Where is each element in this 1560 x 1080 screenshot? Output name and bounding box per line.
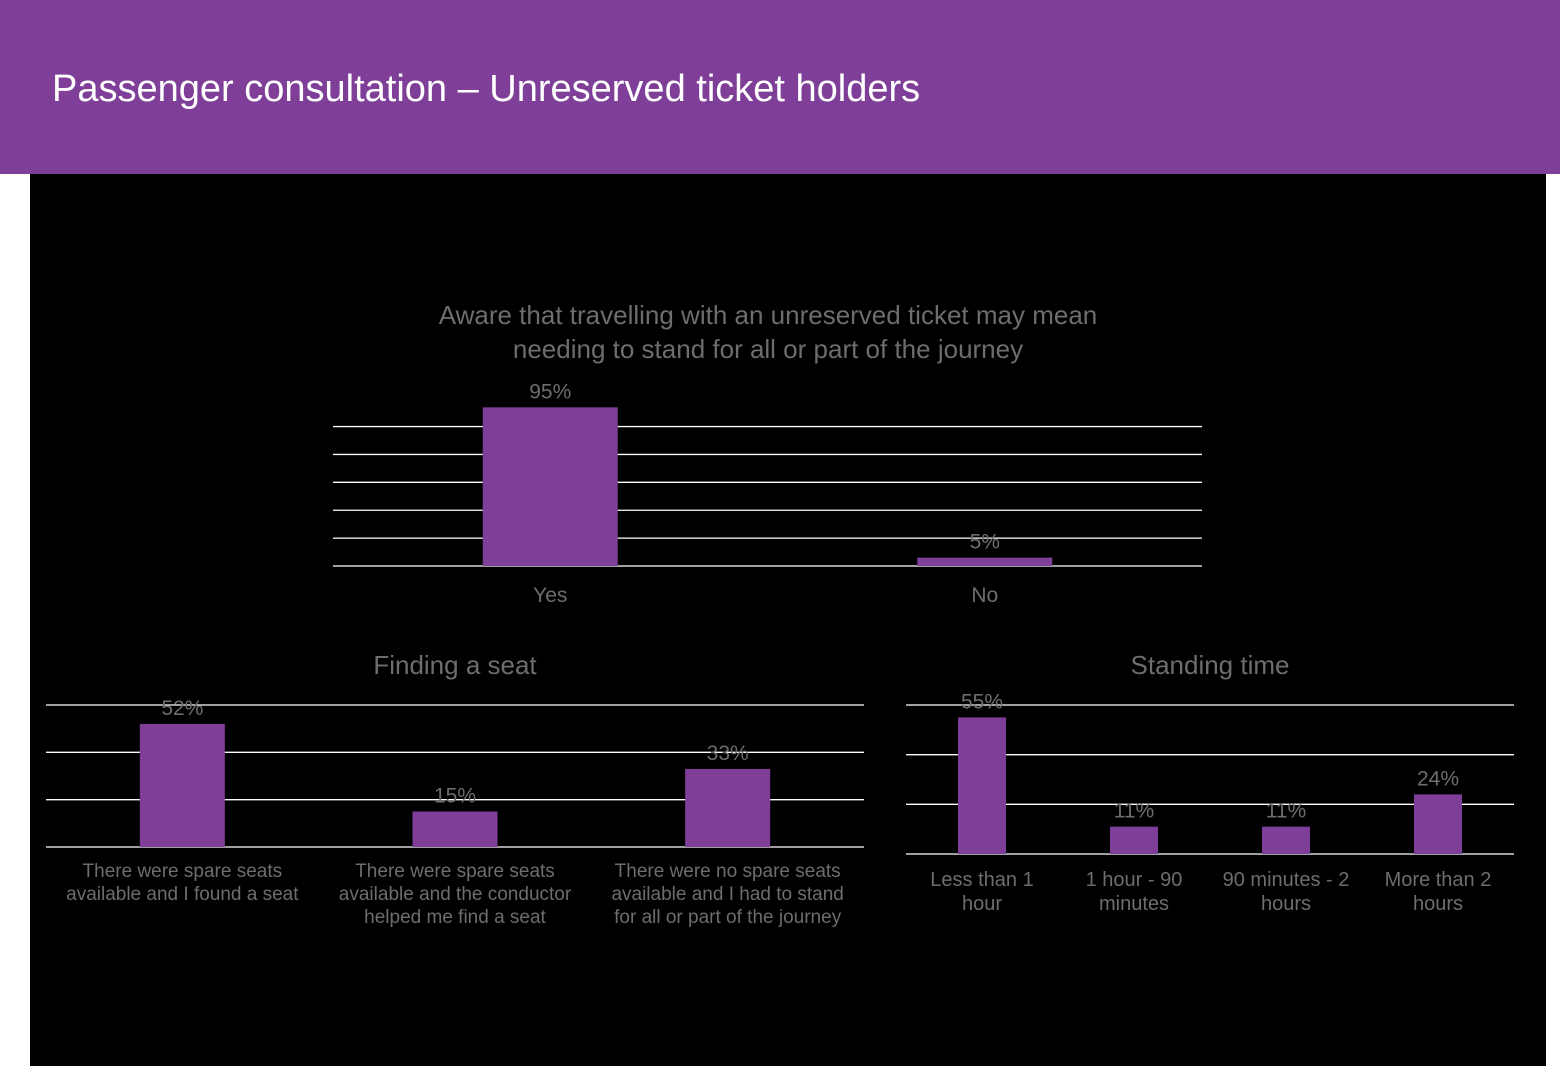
chart-3-category-label: minutes (1099, 893, 1169, 915)
chart-2-category-label: for all or part of the journey (614, 907, 842, 928)
chart-2-category-label: There were no spare seats (615, 861, 841, 882)
chart-1-bar (482, 407, 618, 566)
chart-3-category-label: hour (962, 893, 1002, 915)
chart-1-data-label: 5% (970, 531, 1000, 554)
chart-1-title: Aware that travelling with an unreserved… (439, 300, 1098, 330)
chart-1-bar (917, 557, 1053, 566)
chart-2-category-label: There were spare seats (83, 861, 283, 882)
chart-3-category-label: 90 minutes - 2 (1223, 869, 1350, 891)
chart-3-bar (1414, 794, 1462, 854)
chart-3-bar (958, 717, 1006, 854)
chart-2-bar (685, 768, 771, 847)
chart-3-title: Standing time (1131, 650, 1290, 680)
chart-1-category-label: Yes (533, 584, 567, 607)
header-bar: Passenger consultation – Unreserved tick… (0, 0, 1560, 174)
chart-3-data-label: 55% (961, 690, 1003, 713)
chart-3-category-label: 1 hour - 90 (1086, 869, 1183, 891)
chart-2-category-label: available and the conductor (339, 884, 572, 905)
chart-3-bar (1110, 826, 1158, 854)
chart-2-category-label: available and I had to stand (611, 884, 843, 905)
chart-3-data-label: 24% (1417, 767, 1459, 790)
chart-3-category-label: hours (1261, 893, 1311, 915)
chart-2-data-label: 52% (161, 697, 203, 720)
chart-3-bar (1262, 826, 1310, 854)
chart-3-category-label: More than 2 (1385, 869, 1492, 891)
chart-2-data-label: 15% (434, 785, 476, 808)
chart-2-category-label: There were spare seats (355, 861, 555, 882)
chart-1-title: needing to stand for all or part of the … (513, 334, 1023, 364)
charts-panel (30, 174, 1546, 1066)
chart-2-bar (139, 723, 225, 847)
chart-2-data-label: 33% (707, 742, 749, 765)
chart-2-category-label: helped me find a seat (364, 907, 546, 928)
chart-3-data-label: 11% (1114, 800, 1154, 823)
chart-2-title: Finding a seat (373, 650, 537, 680)
chart-1-category-label: No (971, 584, 998, 607)
page-title: Passenger consultation – Unreserved tick… (52, 68, 921, 110)
chart-2-category-label: available and I found a seat (66, 884, 299, 905)
chart-3-data-label: 11% (1266, 800, 1306, 823)
chart-1-data-label: 95% (529, 380, 571, 403)
chart-3-category-label: Less than 1 (930, 869, 1033, 891)
chart-3-category-label: hours (1413, 893, 1463, 915)
chart-2-bar (412, 811, 498, 847)
